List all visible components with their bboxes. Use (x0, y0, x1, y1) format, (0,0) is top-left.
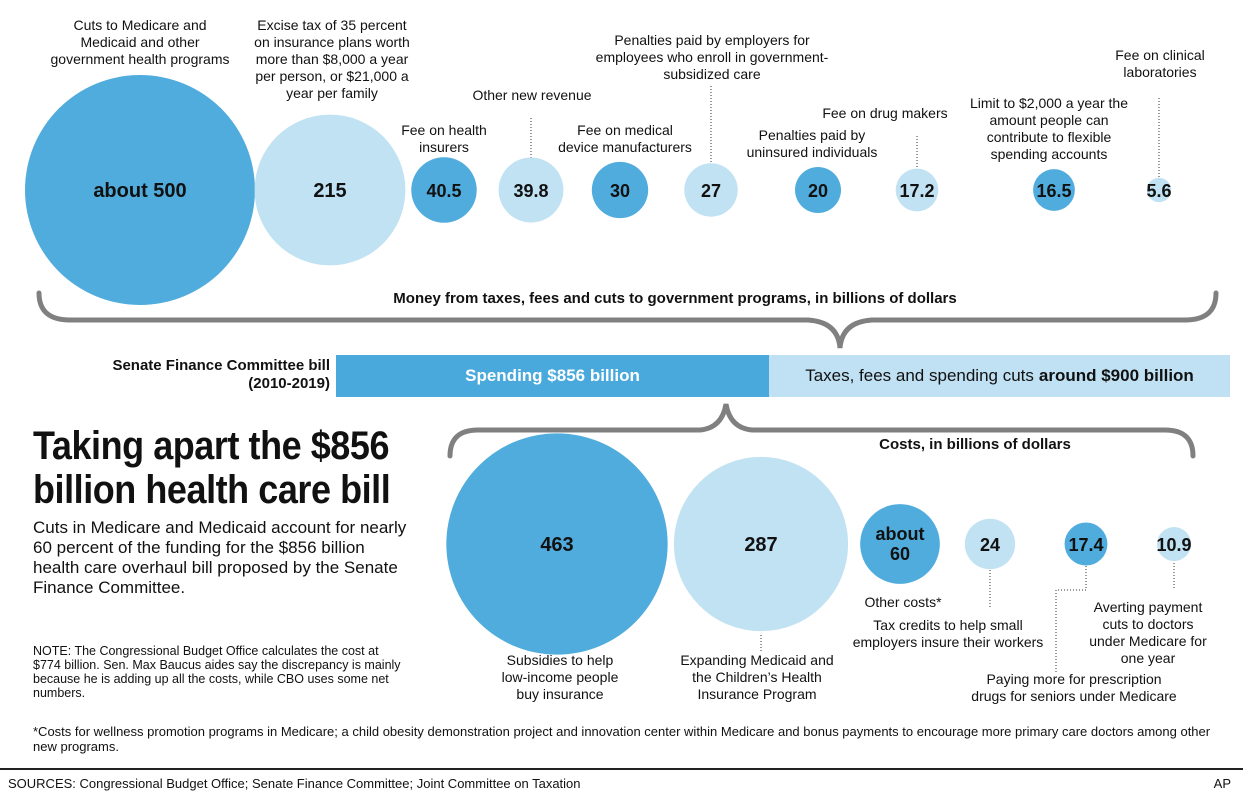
bubble-revenue-5-6 (1146, 177, 1172, 203)
bill-label: Senate Finance Committee bill (2010-2019… (20, 357, 330, 393)
bubble-revenue-39-8 (498, 157, 564, 223)
bubble-category-label: Excise tax of 35 percent on insurance pla… (254, 17, 410, 101)
bubble-category-label: Other costs* (864, 594, 942, 610)
bubble-value-label: 215 (313, 180, 346, 202)
bubble-revenue-16-5 (1033, 169, 1075, 211)
leader-line (1055, 566, 1087, 673)
bubble-value-label: 20 (808, 181, 828, 201)
bubble-cost-17-4 (1064, 522, 1108, 566)
bill-label-line1: Senate Finance Committee bill (112, 357, 330, 374)
bubble-revenue-17-2 (895, 168, 939, 212)
bubble-category-label: Cuts to Medicare and Medicaid and other go… (51, 17, 230, 67)
revenue-bar-label: Taxes, fees and spending cuts (805, 366, 1034, 385)
bubble-revenue-20 (795, 167, 841, 213)
braces (36, 290, 1219, 459)
bubble-value-label: about 500 (93, 180, 186, 202)
bubble-category-label: Fee on health insurers (401, 122, 487, 155)
note-text: NOTE: The Congressional Budget Office ca… (33, 644, 401, 700)
bubble-cost-463 (446, 433, 668, 655)
footnote-text: *Costs for wellness promotion programs i… (33, 724, 1211, 754)
bubble-category-label: Fee on medical device manufacturers (558, 122, 692, 155)
bubble-revenue-about-500 (25, 75, 255, 305)
bubble-cost-about-60 (860, 504, 940, 584)
bubble-value-label: 40.5 (426, 181, 461, 201)
bubble-value-label: 10.9 (1156, 535, 1191, 555)
bubble-category-label: Expanding Medicaid and the Children’s Hea… (680, 652, 833, 702)
bottom-brace (447, 403, 1196, 459)
bubble-category-label: Subsidies to help low-income people buy in… (502, 652, 619, 702)
bubble-value-label: 5.6 (1146, 181, 1171, 201)
bubble-value-label: 16.5 (1036, 181, 1071, 201)
bubble-value-label: 27 (701, 181, 721, 201)
bubble-value-label: 30 (610, 181, 630, 201)
bubble-revenue-215 (254, 114, 406, 266)
bubble-labels: about 500 Cuts to Medicare and Medicaid an… (51, 17, 1208, 704)
sources-text: SOURCES: Congressional Budget Office; Se… (8, 776, 581, 791)
bubble-category-label: Averting payment cuts to doctors under Med… (1089, 599, 1207, 666)
bill-label-line2: (2010-2019) (248, 375, 330, 392)
leader-lines (530, 86, 1175, 673)
top-brace (36, 290, 1219, 349)
page-title: Taking apart the $856 billion health car… (33, 424, 391, 512)
bubble-value-label: 463 (540, 534, 573, 556)
page-subtitle: Cuts in Medicare and Medicaid account fo… (33, 518, 407, 597)
bubble-value-label: 24 (980, 535, 1000, 555)
spending-bar: Spending $856 billion (336, 355, 769, 397)
bubble-value-label: 39.8 (513, 181, 548, 201)
bubble-category-label: Other new revenue (472, 87, 591, 103)
revenue-bar-amount: around $900 billion (1038, 366, 1194, 385)
bubble-value-label: 17.4 (1068, 535, 1103, 555)
bubble-value-label: about 60 (876, 524, 925, 564)
revenue-bar: Taxes, fees and spending cuts around $90… (769, 355, 1230, 397)
bubble-category-label: Fee on clinical laboratories (1115, 47, 1205, 80)
bubble-revenue-30 (591, 161, 649, 219)
bubble-category-label: Penalties paid by uninsured individuals (747, 127, 878, 160)
bubble-cost-287 (673, 456, 849, 632)
bubble-category-label: Paying more for prescription drugs for se… (971, 671, 1177, 704)
bubble-category-label: Fee on drug makers (822, 105, 947, 121)
bubble-value-label: 17.2 (899, 181, 934, 201)
bubble-cost-10-9 (1157, 527, 1191, 561)
bubble-cost-24 (964, 518, 1016, 570)
credit-text: AP (1213, 776, 1231, 791)
bubble-revenue-40-5 (411, 157, 477, 223)
revenue-chart-title: Money from taxes, fees and cuts to gover… (393, 290, 956, 307)
bubble-category-label: Tax credits to help small employers insur… (853, 617, 1044, 650)
costs-chart-title: Costs, in billions of dollars (879, 436, 1071, 453)
bubble-category-label: Penalties paid by employers for employees… (596, 32, 829, 82)
bubble-category-label: Limit to $2,000 a year the amount people … (970, 95, 1128, 162)
bubble-revenue-27 (684, 163, 738, 217)
bubble-value-label: 287 (744, 534, 777, 556)
divider (0, 768, 1243, 770)
bubbles (25, 75, 1191, 655)
